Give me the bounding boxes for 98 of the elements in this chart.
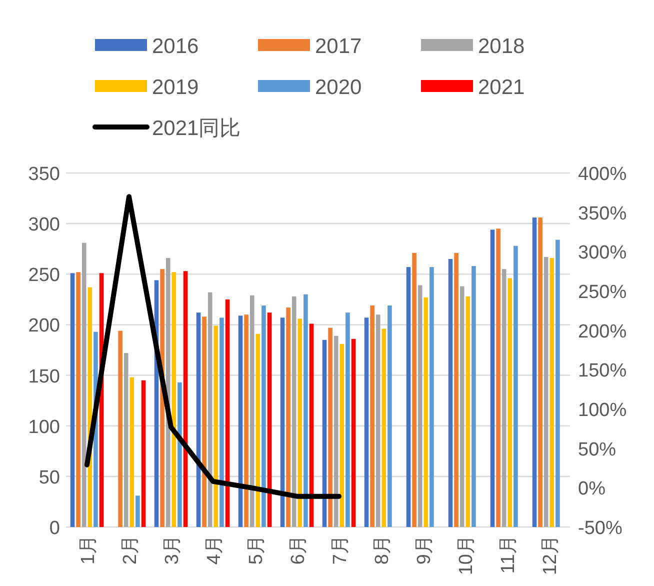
y2-tick-label: 250% [578, 282, 627, 303]
bar [304, 294, 308, 527]
y2-tick-label: 150% [578, 360, 627, 382]
bar [532, 218, 537, 527]
bar [208, 292, 212, 527]
x-tick-label: 8月 [372, 535, 393, 565]
bar [370, 305, 374, 527]
x-tick-label: 11月 [498, 535, 519, 574]
bar [351, 338, 356, 527]
bar [196, 312, 201, 527]
y2-tick-label: 100% [578, 400, 627, 421]
y-tick-label: 150 [28, 366, 60, 388]
y-tick-label: 100 [28, 416, 60, 438]
x-tick-label: 6月 [288, 535, 309, 565]
bar [544, 256, 548, 527]
bar [538, 218, 542, 527]
y-tick-label: 300 [28, 214, 60, 236]
y2-tick-label: 350% [578, 203, 627, 224]
bar [267, 312, 272, 527]
bar [250, 295, 254, 527]
bar [238, 316, 243, 527]
bar [502, 269, 506, 527]
y2-tick-label: 300% [578, 242, 627, 264]
y2-tick-label: 50% [578, 439, 616, 460]
bar [376, 314, 380, 527]
bar [340, 344, 344, 527]
bar [280, 318, 285, 527]
bar [70, 273, 75, 527]
bar [448, 258, 453, 527]
bar [178, 382, 182, 527]
bar [430, 267, 434, 527]
bar [490, 230, 495, 527]
y-tick-label: 200 [28, 316, 60, 337]
bar [550, 258, 554, 527]
bar [424, 297, 428, 527]
y2-tick-label: 400% [578, 164, 627, 185]
legend-label: 2020 [315, 76, 362, 99]
bar [136, 496, 140, 527]
bar [382, 328, 386, 527]
x-tick-label: 2月 [120, 535, 141, 565]
bar [214, 326, 218, 527]
bar [225, 299, 230, 527]
y-tick-label: 50 [38, 467, 60, 488]
bar [256, 334, 260, 527]
x-tick-label: 9月 [414, 535, 435, 565]
bar [183, 271, 188, 527]
bar [76, 272, 80, 527]
bar [328, 328, 332, 527]
bar [412, 252, 416, 527]
bar [334, 336, 338, 527]
y2-tick-label: 200% [578, 321, 627, 342]
bar [364, 318, 369, 527]
bar [466, 296, 470, 527]
y-tick-label: 250 [28, 265, 60, 286]
bar [130, 377, 134, 527]
bar [556, 240, 560, 527]
bar [166, 258, 170, 527]
bar [454, 252, 458, 527]
x-tick-label: 5月 [246, 535, 267, 565]
bar [286, 308, 290, 527]
bar [388, 305, 392, 527]
bar [508, 278, 512, 527]
bar [496, 228, 500, 527]
bar [172, 272, 176, 527]
legend-label: 2021 [478, 76, 525, 99]
bar [244, 314, 248, 527]
x-tick-label: 12月 [540, 535, 561, 576]
y2-tick-label: 0% [578, 478, 606, 500]
legend-label: 2019 [152, 76, 199, 99]
bar [406, 267, 411, 527]
y-tick-label: 0 [49, 518, 60, 539]
legend-label: 2021同比 [152, 117, 241, 140]
bar [202, 316, 206, 527]
y2-tick-label: -50% [578, 518, 622, 539]
x-tick-label: 1月 [78, 535, 99, 565]
x-tick-label: 3月 [162, 535, 183, 565]
bar [118, 330, 122, 527]
legend-label: 2018 [478, 35, 525, 58]
bar [322, 340, 327, 527]
bar [82, 242, 86, 527]
bar [292, 296, 296, 527]
x-tick-label: 10月 [456, 535, 477, 576]
x-tick-label: 7月 [330, 535, 351, 565]
bar [472, 266, 476, 527]
bar [298, 318, 302, 527]
bar [124, 353, 128, 527]
bar [141, 380, 146, 527]
bar [262, 305, 266, 527]
bar [514, 246, 518, 527]
y-tick-label: 350 [28, 164, 60, 185]
legend-label: 2017 [315, 35, 362, 58]
bar [220, 318, 224, 527]
x-tick-label: 4月 [204, 535, 225, 565]
bar [309, 324, 314, 527]
bar [346, 312, 350, 527]
bar [418, 285, 422, 527]
bar [460, 286, 464, 527]
legend-label: 2016 [152, 35, 199, 58]
